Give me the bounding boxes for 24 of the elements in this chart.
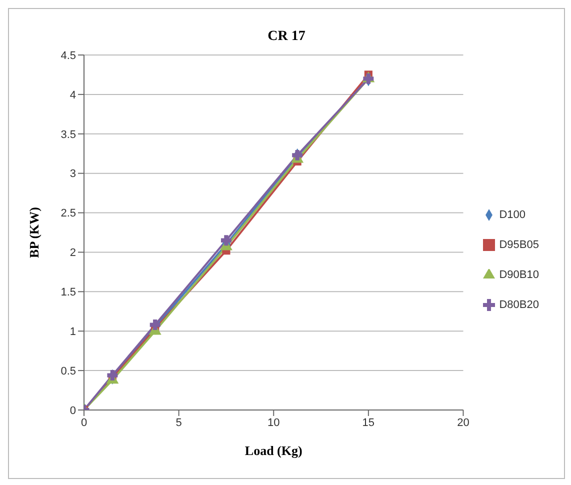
x-tick-label: 0 xyxy=(80,416,88,429)
y-tick-label: 0.5 xyxy=(60,365,76,378)
point xyxy=(292,150,303,160)
y-tick-label: 0 xyxy=(70,404,76,417)
legend-label: D90B10 xyxy=(499,269,539,281)
y-tick-label: 3 xyxy=(70,168,76,180)
y-tick-label: 3.5 xyxy=(60,128,76,141)
y-tick-label: 1.5 xyxy=(60,286,76,299)
legend-label: D80B20 xyxy=(499,299,539,311)
legend-label: D95B05 xyxy=(499,239,539,251)
legend-label: D100 xyxy=(499,209,526,221)
point xyxy=(220,235,232,246)
chart-title: CR 17 xyxy=(266,28,306,45)
x-axis-title: Load (Kg) xyxy=(244,443,302,458)
y-tick-label: 2 xyxy=(70,247,76,260)
x-tick-label: 10 xyxy=(267,416,280,429)
x-tick-label: 5 xyxy=(176,416,182,429)
x-tick-label: 15 xyxy=(362,416,375,429)
y-tick-label: 4 xyxy=(70,89,76,102)
x-tick-label: 20 xyxy=(457,416,470,429)
y-axis-title: BP (KW) xyxy=(26,207,42,258)
y-tick-label: 1 xyxy=(70,326,76,338)
y-tick-label: 2.5 xyxy=(60,208,76,220)
y-tick-label: 4.5 xyxy=(60,50,76,62)
